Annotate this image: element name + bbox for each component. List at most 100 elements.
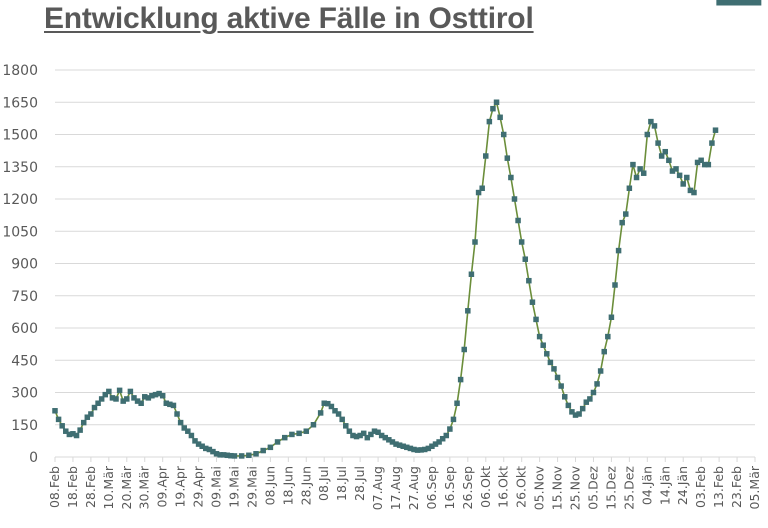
data-point-marker [454, 400, 460, 406]
x-tick-label: 26.Okt [514, 466, 529, 508]
x-tick-label: 19.Mai [226, 466, 241, 508]
data-point-marker [63, 428, 69, 434]
data-point-marker [673, 166, 679, 172]
data-point-marker [493, 99, 500, 105]
data-point-marker [325, 400, 331, 407]
data-point-marker [116, 387, 123, 394]
data-point-marker [447, 426, 453, 432]
data-point-marker [335, 411, 342, 417]
data-point-marker [687, 187, 694, 194]
x-tick-label: 16.Sep [442, 466, 457, 510]
data-point-marker [267, 444, 274, 451]
data-point-marker [360, 430, 367, 437]
data-point-marker [565, 402, 572, 409]
data-point-marker [66, 431, 73, 438]
x-tick-label: 25.Nov [568, 465, 583, 510]
data-point-marker [605, 333, 611, 340]
data-point-marker [515, 217, 521, 224]
data-point-marker [145, 395, 152, 401]
data-line [54, 100, 717, 457]
x-tick-label: 28.Jun [298, 466, 313, 505]
data-point-marker [633, 174, 640, 181]
data-point-marker [551, 366, 557, 372]
data-point-marker [206, 446, 213, 453]
x-tick-label: 18.Feb [65, 466, 80, 508]
data-point-marker [228, 452, 234, 459]
x-tick-label: 05.Nov [532, 465, 547, 510]
data-point-marker [734, 0, 740, 6]
data-point-marker [701, 161, 708, 168]
data-point-marker [199, 443, 205, 449]
data-point-marker [698, 157, 704, 164]
data-point-marker [181, 425, 187, 431]
data-point-marker [637, 166, 643, 172]
x-tick-label: 05.Mär [747, 465, 762, 509]
data-point-marker [644, 131, 651, 138]
data-point-marker [730, 0, 737, 6]
data-point-marker [109, 395, 116, 401]
x-tick-label: 03.Feb [693, 466, 708, 508]
data-point-marker [439, 435, 446, 442]
data-point-marker [113, 396, 119, 402]
data-point-marker [404, 444, 410, 451]
data-point-marker [174, 411, 180, 417]
data-point-marker [55, 416, 62, 423]
data-point-marker [375, 429, 381, 436]
x-tick-label: 25.Dez [621, 466, 636, 510]
x-tick-label: 09.Mai [209, 466, 224, 508]
data-point-marker [210, 448, 216, 455]
data-point-marker [213, 451, 220, 457]
y-tick-label: 1200 [2, 192, 38, 208]
data-point-marker [238, 453, 245, 459]
data-point-marker [156, 390, 162, 397]
data-point-marker [612, 282, 618, 288]
x-tick-label: 17.Aug [388, 466, 403, 510]
data-point-marker [88, 411, 94, 417]
data-point-marker [429, 443, 435, 449]
data-point-marker [716, 0, 722, 6]
data-point-marker [396, 442, 403, 448]
data-point-marker [752, 0, 758, 6]
x-tick-label: 26.Sep [460, 466, 475, 510]
data-point-marker [339, 416, 345, 423]
data-point-marker [220, 452, 227, 458]
data-point-marker [389, 439, 396, 445]
data-point-marker [536, 333, 543, 340]
data-point-marker [328, 403, 335, 410]
data-point-marker [547, 359, 554, 366]
data-point-marker [407, 445, 414, 452]
data-point-marker [303, 428, 310, 434]
data-point-marker [102, 391, 109, 398]
data-point-marker [508, 174, 514, 181]
data-point-marker [131, 395, 137, 401]
data-point-marker [138, 400, 144, 406]
data-point-marker [378, 432, 385, 439]
data-point-marker [737, 0, 744, 6]
data-point-marker [246, 452, 252, 459]
x-tick-label: 24.Jän [675, 466, 690, 505]
data-point-marker [648, 118, 654, 125]
data-point-marker [346, 428, 353, 434]
data-point-marker [84, 414, 91, 420]
data-point-marker [343, 423, 349, 429]
y-tick-label: 1800 [2, 63, 38, 79]
y-tick-label: 1650 [2, 95, 38, 111]
data-markers [52, 0, 762, 459]
data-point-marker [472, 239, 478, 245]
data-point-marker [619, 219, 625, 226]
data-point-marker [59, 423, 65, 429]
data-point-marker [500, 131, 507, 138]
data-point-marker [411, 446, 417, 453]
data-point-marker [364, 434, 371, 441]
data-point-marker [561, 394, 568, 400]
data-point-marker [436, 439, 442, 445]
x-tick-label: 18.Jul [334, 466, 349, 501]
data-point-marker [461, 346, 467, 353]
data-point-marker [421, 446, 428, 453]
x-tick-label: 08.Jul [316, 466, 331, 501]
data-point-marker [569, 409, 575, 415]
data-point-marker [518, 239, 525, 245]
x-axis [54, 456, 756, 462]
data-point-marker [719, 0, 726, 6]
